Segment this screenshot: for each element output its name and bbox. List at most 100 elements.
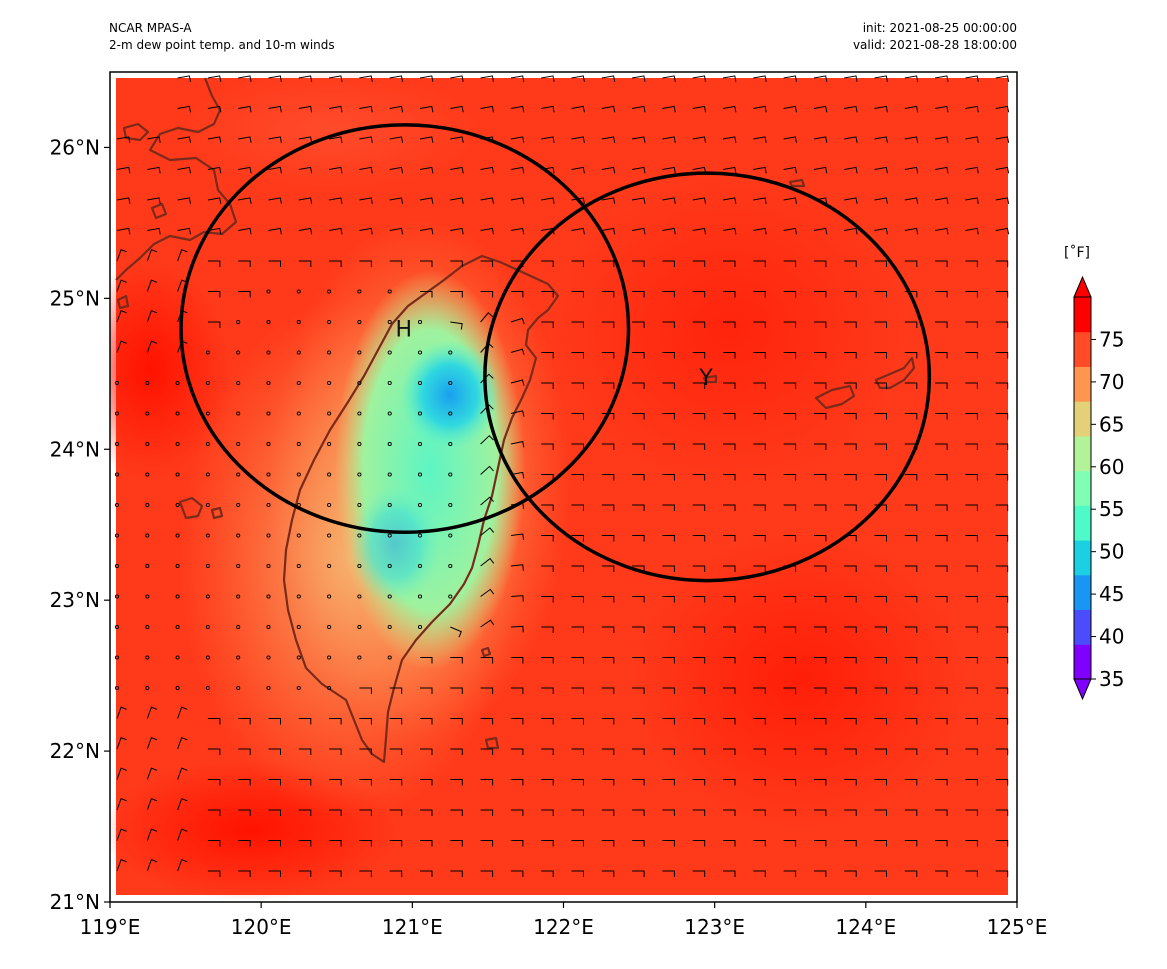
wind-barb (904, 227, 919, 235)
wind-barb (632, 166, 646, 174)
calm-wind-marker (175, 624, 180, 630)
wind-barb (662, 474, 675, 481)
wind-barb (965, 227, 979, 235)
china-coast-islands (116, 122, 168, 310)
wind-barb (632, 870, 645, 877)
wind-barb (632, 657, 645, 664)
wind-barb (995, 779, 1009, 786)
wind-barb (177, 166, 191, 174)
wind-barb (420, 840, 433, 847)
wind-barb (995, 840, 1009, 847)
wind-barb (813, 474, 827, 481)
wind-barb (389, 687, 403, 694)
wind-barb (844, 626, 857, 633)
wind-barb (995, 626, 1009, 633)
wind-barb (359, 105, 373, 113)
calm-wind-marker (448, 411, 453, 416)
wind-barb (571, 382, 584, 389)
wind-barb (965, 657, 978, 664)
wind-barb (935, 687, 948, 694)
wind-barb (753, 260, 766, 267)
colorbar-segment (1074, 505, 1091, 541)
wind-barb (207, 166, 222, 174)
calm-wind-marker (327, 441, 332, 447)
wind-barb (298, 840, 312, 847)
wind-barb (813, 809, 827, 816)
calm-wind-marker (357, 472, 362, 477)
calm-wind-marker (448, 533, 453, 538)
wind-barb (480, 312, 494, 323)
wind-barb (116, 340, 127, 353)
wind-barb (783, 657, 797, 664)
colorbar-segment (1074, 574, 1091, 611)
wind-barb (541, 596, 554, 603)
wind-barb (147, 227, 161, 235)
wind-barb (844, 321, 857, 328)
wind-barb (935, 352, 948, 359)
wind-barb (541, 105, 555, 113)
wind-barb (146, 828, 158, 841)
wind-barb (450, 779, 463, 786)
wind-barb (813, 870, 827, 877)
calm-wind-marker (114, 533, 120, 538)
wind-barb (874, 443, 887, 450)
colorbar-ticks: 35 40 45 50 55 60 65 70 75 (1091, 327, 1124, 691)
wind-barb (662, 657, 675, 664)
wind-barb (723, 687, 736, 694)
calm-wind-marker (387, 441, 392, 447)
wind-barb (662, 382, 675, 389)
wind-barb (571, 352, 584, 359)
wind-barb (692, 718, 706, 725)
wind-barb (359, 809, 372, 816)
wind-barb (692, 809, 706, 816)
wind-barb (571, 626, 584, 633)
wind-barb (813, 227, 828, 235)
wind-barb (359, 748, 372, 755)
wind-barb (692, 626, 706, 633)
wind-barb (632, 535, 645, 542)
wind-barb (783, 809, 797, 816)
wind-barb (874, 260, 887, 267)
colorbar-tick-label: 70 (1099, 370, 1124, 394)
calm-wind-marker (266, 350, 271, 355)
colorbar-segment (1074, 297, 1091, 333)
wind-barb (207, 227, 222, 235)
wind-barb (692, 75, 707, 82)
wind-barb (510, 75, 525, 82)
wind-barb (541, 565, 554, 572)
calm-wind-marker (387, 655, 392, 660)
wind-barb (844, 227, 858, 235)
calm-wind-marker (266, 502, 271, 508)
wind-barb (722, 75, 737, 82)
wind-barb (207, 321, 221, 328)
wind-barb (844, 352, 857, 359)
wind-barb (965, 291, 978, 298)
wind-barb (601, 626, 615, 633)
wind-barb (662, 809, 675, 816)
calm-wind-marker (145, 441, 150, 447)
wind-barb (601, 105, 616, 113)
wind-barb (692, 321, 706, 328)
colorbar-body (1073, 275, 1092, 701)
wind-barb (389, 748, 403, 755)
wind-barb (329, 75, 343, 82)
wind-barb (965, 105, 979, 113)
wind-barb (935, 105, 949, 113)
wind-barb (146, 340, 158, 353)
wind-barb (692, 413, 706, 420)
wind-barb (571, 840, 584, 847)
wind-barb (571, 535, 584, 542)
wind-barb (450, 870, 463, 877)
calm-wind-marker (205, 624, 210, 630)
wind-barb (571, 657, 584, 664)
wind-barb (904, 840, 918, 847)
wind-barb (692, 596, 706, 603)
wind-barb (389, 227, 404, 235)
calm-wind-marker (296, 350, 301, 355)
wind-barb (723, 443, 736, 450)
wind-barb (844, 75, 858, 82)
wind-barb (510, 471, 525, 479)
lowest-dewpoint-core (400, 340, 500, 450)
calm-wind-marker (145, 563, 150, 569)
wind-barb (692, 535, 706, 542)
